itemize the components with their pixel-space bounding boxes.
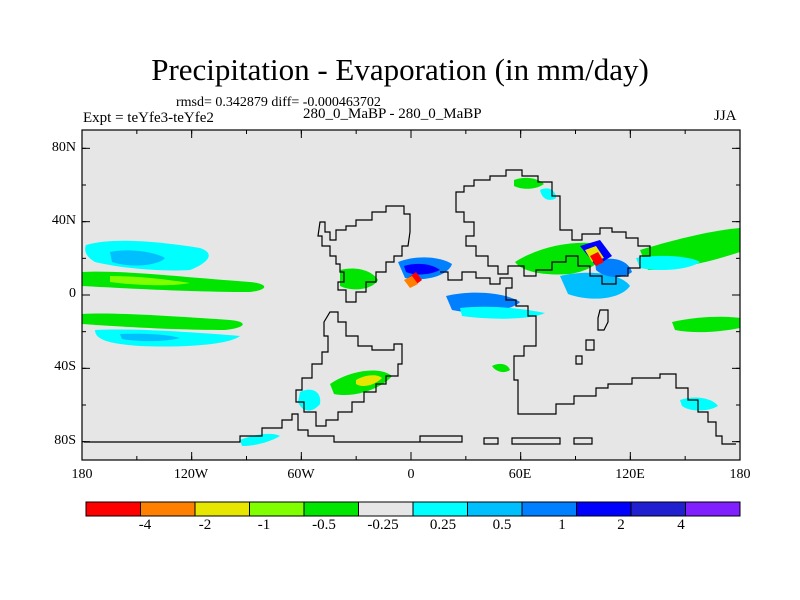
- coastline-island-2: [483, 437, 499, 445]
- coastline-australia-isle: [585, 339, 595, 351]
- patch-indian-cyan: [460, 306, 545, 319]
- axis-ticks: [81, 130, 741, 460]
- colorbar-box-9: [576, 501, 632, 517]
- coastline-africa: [440, 271, 736, 445]
- patch-indian-south-green: [492, 363, 510, 373]
- patch-pacific-yellowgreen: [110, 276, 190, 286]
- colorbar-box-10: [630, 501, 686, 517]
- coastline-eurasia: [455, 169, 651, 285]
- coastline-madagascar: [597, 309, 609, 331]
- colorbar-box-3: [249, 501, 305, 517]
- patch-south-pacific-blue: [120, 333, 180, 342]
- colorbar-label-minus-0-5: -0.5: [312, 517, 336, 533]
- colorbar-label-1: 1: [558, 517, 566, 533]
- coastline-south-america: [295, 311, 403, 427]
- case-label: 280_0_MaBP - 280_0_MaBP: [303, 106, 482, 122]
- lon-tick-label-0: 0: [407, 467, 415, 482]
- patch-africa-green: [340, 268, 378, 290]
- colorbar-box-2: [194, 501, 250, 517]
- colorbar-label-0-25: 0.25: [429, 517, 457, 533]
- lat-tick-label-80s: 80S: [54, 433, 76, 448]
- lat-tick-label-0: 0: [69, 286, 76, 301]
- lon-tick-label-60e: 60E: [508, 467, 532, 482]
- colorbar-box-1: [140, 501, 196, 517]
- colorbar-box-6: [412, 501, 468, 517]
- colorbar-box-7: [467, 501, 523, 517]
- colorbar-label-minus-2: -2: [198, 517, 212, 533]
- field-patches: [82, 177, 740, 446]
- colorbar-box-8: [521, 501, 577, 517]
- lon-tick-label-180w: 180: [71, 467, 93, 482]
- lat-tick-label-80n: 80N: [51, 140, 76, 155]
- coastline-island-3: [511, 437, 561, 445]
- patch-east-equatorial-green: [672, 316, 740, 333]
- colorbar-label-2: 2: [617, 517, 625, 533]
- patch-southern-ocean-cyan: [680, 397, 718, 411]
- colorbar-label-minus-1: -1: [257, 517, 271, 533]
- colorbar-box-5: [358, 501, 414, 517]
- experiment-label: Expt = teYfe3-teYfe2: [83, 110, 214, 126]
- plot-title: Precipitation - Evaporation (in mm/day): [151, 52, 649, 87]
- coastline-north-america: [317, 205, 411, 303]
- colorbar-label-4: 4: [677, 517, 685, 533]
- colorbar-box-11: [685, 501, 741, 517]
- lat-tick-label-40n: 40N: [51, 213, 76, 228]
- coastlines: [84, 169, 736, 445]
- stats-label: rmsd= 0.342879 diff= -0.000463702: [176, 95, 381, 110]
- colorbar-box-0: [85, 501, 141, 517]
- colorbar-box-4: [303, 501, 359, 517]
- lon-tick-label-120w: 120W: [173, 467, 209, 482]
- patch-atlantic-darkblue: [404, 263, 440, 275]
- lat-tick-label-40s: 40S: [54, 359, 76, 374]
- patch-west-pacific-cyan: [636, 255, 700, 270]
- lon-tick-label-120e: 120E: [615, 467, 645, 482]
- season-label: JJA: [714, 108, 737, 124]
- patch-asia-blue: [595, 258, 632, 278]
- patch-south-atlantic-yellow: [356, 375, 382, 386]
- patch-asia-cyan: [560, 272, 630, 299]
- patch-antarctic-cyan: [240, 433, 280, 446]
- colorbar-label-minus-4: -4: [138, 517, 152, 533]
- patch-south-pacific-green: [82, 313, 243, 330]
- coastline-island-1: [575, 355, 583, 365]
- colorbar-label-minus-0-25: -0.25: [367, 517, 399, 533]
- coastline-antarctica: [84, 413, 463, 443]
- coastline-island-4: [573, 437, 593, 445]
- patch-atlantic-orange: [404, 276, 418, 288]
- lon-tick-label-180e: 180: [729, 467, 751, 482]
- colorbar: [85, 501, 741, 517]
- colorbar-label-0-5: 0.5: [492, 517, 512, 533]
- patch-pacific-west-core: [110, 250, 165, 266]
- map-background: [82, 130, 740, 460]
- lon-tick-label-60w: 60W: [287, 467, 315, 482]
- patch-siberia-green: [514, 177, 544, 189]
- patch-asia-red: [590, 252, 604, 266]
